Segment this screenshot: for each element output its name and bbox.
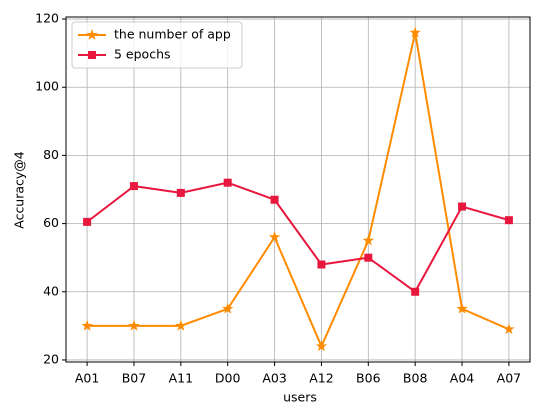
x-tick-label: A11 xyxy=(169,371,193,386)
x-tick-label: A04 xyxy=(450,371,475,386)
x-tick-label: A07 xyxy=(497,371,521,386)
x-tick-label: A12 xyxy=(309,371,333,386)
marker xyxy=(268,231,281,243)
marker xyxy=(81,319,93,331)
marker xyxy=(270,195,279,204)
x-tick-label: B07 xyxy=(122,371,146,386)
marker xyxy=(83,217,92,226)
marker xyxy=(176,188,185,197)
x-tick-label: A03 xyxy=(262,371,286,386)
x-axis-label: users xyxy=(283,390,317,405)
marker xyxy=(88,51,96,59)
legend-box xyxy=(71,21,243,69)
marker xyxy=(362,234,375,246)
y-tick-label: 20 xyxy=(43,351,59,366)
line xyxy=(87,32,510,349)
y-tick-label: 60 xyxy=(43,215,59,230)
marker xyxy=(504,216,513,225)
marker xyxy=(221,302,234,314)
marker xyxy=(458,202,467,211)
x-tick-label: D00 xyxy=(215,371,241,386)
plot-frame xyxy=(65,16,531,363)
line xyxy=(86,181,510,294)
marker xyxy=(223,178,232,187)
x-tick-label: B06 xyxy=(356,371,381,386)
marker xyxy=(128,319,140,331)
y-tick-label: 80 xyxy=(43,147,59,162)
legend-label: the number of app xyxy=(114,27,231,42)
y-axis-label: Accuracy@4 xyxy=(12,151,27,229)
y-tick-label: 120 xyxy=(35,11,59,26)
marker xyxy=(364,253,373,262)
marker xyxy=(456,302,468,314)
x-tick-label: A01 xyxy=(75,371,99,386)
x-tick-label: B08 xyxy=(403,371,428,386)
y-tick-label: 40 xyxy=(43,283,59,298)
marker xyxy=(411,287,420,296)
marker xyxy=(503,323,515,335)
marker xyxy=(315,340,328,352)
marker xyxy=(317,260,326,269)
marker xyxy=(86,29,98,40)
marker xyxy=(175,319,187,331)
y-tick-label: 100 xyxy=(35,79,59,94)
marker xyxy=(409,26,421,38)
marker xyxy=(129,182,138,191)
legend-label: 5 epochs xyxy=(114,47,171,62)
